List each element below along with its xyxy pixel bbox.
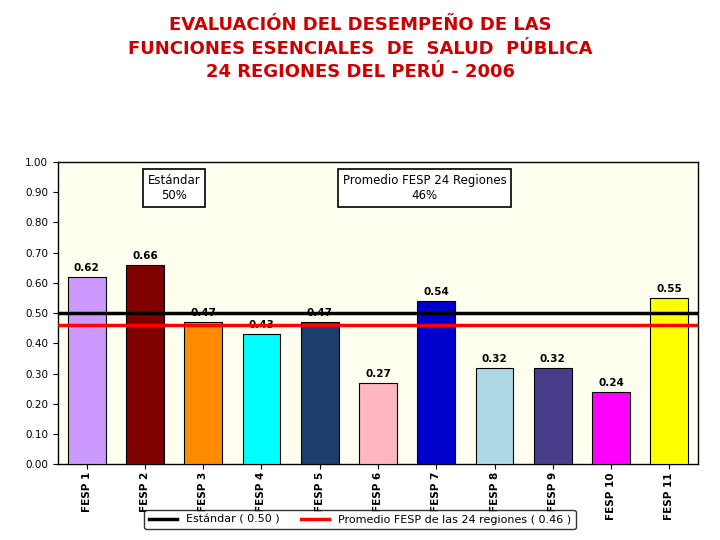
- Bar: [68, 277, 106, 464]
- Text: 0.54: 0.54: [423, 287, 449, 297]
- Text: 0.55: 0.55: [657, 284, 682, 294]
- Text: Promedio FESP 24 Regiones
46%: Promedio FESP 24 Regiones 46%: [343, 174, 506, 202]
- Text: 0.62: 0.62: [74, 263, 99, 273]
- Bar: [476, 368, 513, 464]
- Text: 0.24: 0.24: [598, 378, 624, 388]
- Bar: [126, 265, 164, 464]
- Text: EVALUACIÓN DEL DESEMPEÑO DE LAS
FUNCIONES ESENCIALES  DE  SALUD  PÚBLICA
24 REGI: EVALUACIÓN DEL DESEMPEÑO DE LAS FUNCIONE…: [127, 16, 593, 82]
- Bar: [243, 334, 280, 464]
- Legend: Estándar ( 0.50 ), Promedio FESP de las 24 regiones ( 0.46 ): Estándar ( 0.50 ), Promedio FESP de las …: [145, 510, 575, 529]
- Bar: [418, 301, 455, 464]
- Text: 0.47: 0.47: [190, 308, 216, 319]
- Text: 0.27: 0.27: [365, 369, 391, 379]
- Bar: [534, 368, 572, 464]
- Text: 0.47: 0.47: [307, 308, 333, 319]
- Text: 0.66: 0.66: [132, 251, 158, 261]
- Text: 0.43: 0.43: [248, 320, 274, 330]
- Bar: [359, 383, 397, 464]
- Bar: [301, 322, 338, 464]
- Bar: [592, 392, 630, 464]
- Bar: [650, 298, 688, 464]
- Text: Estándar
50%: Estándar 50%: [148, 174, 200, 202]
- Text: 0.32: 0.32: [540, 354, 566, 364]
- Bar: [184, 322, 222, 464]
- Text: 0.32: 0.32: [482, 354, 508, 364]
